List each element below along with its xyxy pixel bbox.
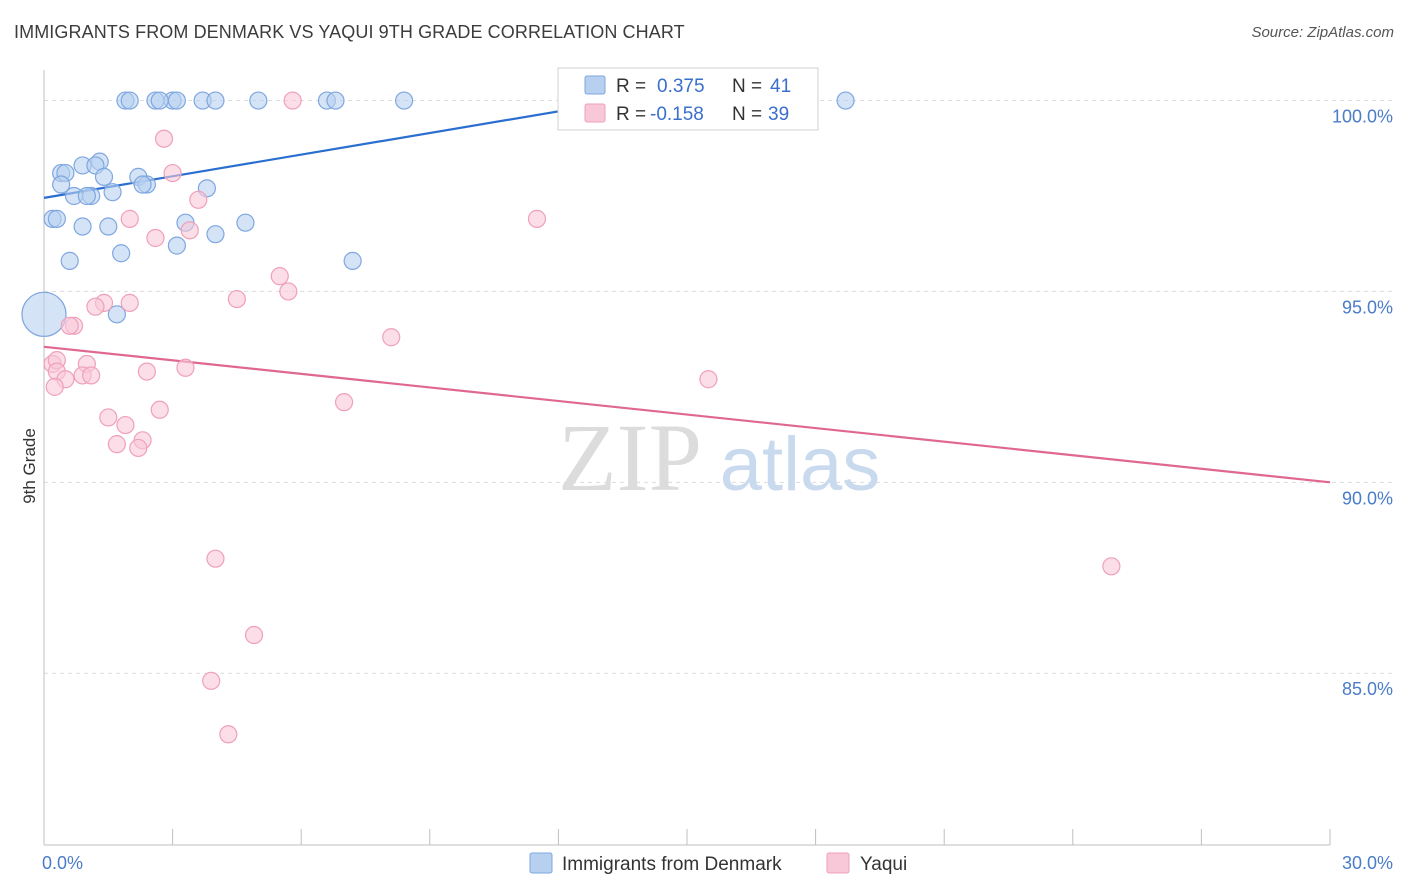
point-yaqui [163,163,182,183]
y-tick-label: 90.0% [1342,488,1393,508]
legend-swatch-denmark [584,75,606,95]
point-yaqui [137,362,156,381]
point-denmark [150,91,169,110]
point-yaqui [202,671,221,690]
point-yaqui [527,209,547,228]
point-yaqui [227,289,246,309]
point-denmark [47,209,66,228]
legend-r-label-denmark: R = [616,76,646,97]
axes: 100.0% 95.0% 90.0% 85.0% 0.0% 30.0% [42,70,1393,873]
point-yaqui [219,725,238,744]
point-yaqui [99,408,118,427]
y-tick-label: 85.0% [1342,679,1393,699]
legend-n-denmark: 41 [770,76,791,97]
point-denmark [236,213,255,232]
point-yaqui [283,91,302,110]
grid-lines [44,100,1395,674]
series-legend-swatch-denmark [529,852,553,874]
point-yaqui [279,282,298,301]
watermark: ZIP atlas [558,404,880,511]
point-yaqui [154,129,174,148]
point-denmark [326,91,345,110]
point-yaqui [1102,557,1121,576]
point-yaqui [82,366,101,385]
point-yaqui [270,267,289,286]
watermark-zip: ZIP [558,404,702,511]
point-denmark [167,236,186,255]
point-denmark [77,186,96,206]
legend-r-denmark: 0.375 [657,76,705,97]
point-denmark [133,175,152,194]
legend-n-yaqui: 39 [768,104,789,125]
point-denmark [206,225,225,244]
stats-legend: R = 0.375 N = 41 R = -0.158 N = 39 [557,67,819,131]
x-tick-label: 30.0% [1342,853,1393,873]
series-legend-denmark: Immigrants from Denmark [562,854,782,875]
point-denmark [73,217,92,236]
y-tick-label: 95.0% [1342,297,1393,317]
point-denmark [60,251,79,270]
y-axis-label: 9th Grade [20,428,39,504]
point-yaqui [206,549,225,568]
point-denmark [120,91,139,110]
series-legend-swatch-yaqui [826,852,850,874]
point-denmark [94,167,114,186]
point-denmark [21,291,67,337]
chart-title: IMMIGRANTS FROM DENMARK VS YAQUI 9TH GRA… [14,22,685,42]
legend-r-label-yaqui: R = [616,104,646,125]
point-yaqui [120,209,139,228]
point-yaqui [150,400,169,419]
point-yaqui [189,190,208,209]
trend-line-yaqui [43,345,1331,484]
point-yaqui [146,228,165,248]
legend-n-label-yaqui: N = [732,104,762,125]
trend-line-denmark [43,99,623,199]
legend-r-yaqui: -0.158 [650,104,704,125]
point-denmark [343,251,362,270]
point-denmark [206,91,225,110]
series-legend: Immigrants from Denmark Yaqui [529,852,907,875]
point-yaqui [129,438,148,458]
point-yaqui [45,377,64,396]
point-yaqui [107,435,126,454]
series-legend-yaqui: Yaqui [860,854,907,875]
watermark-atlas: atlas [720,422,881,507]
point-denmark [99,217,118,236]
point-yaqui [86,297,105,316]
y-tick-label: 100.0% [1332,107,1393,127]
point-yaqui [120,293,139,312]
point-yaqui [699,370,718,389]
data-points [21,91,1121,744]
point-denmark [112,244,131,263]
point-yaqui [60,316,79,335]
point-denmark [107,305,126,324]
point-yaqui [180,221,199,240]
point-denmark [167,91,186,110]
point-denmark [103,183,122,202]
point-yaqui [382,328,401,347]
point-yaqui [116,415,135,435]
legend-n-label-denmark: N = [732,76,762,97]
x-tick-label: 0.0% [42,853,83,873]
legend-swatch-yaqui [584,103,606,123]
point-denmark [249,91,268,110]
source-label: Source: ZipAtlas.com [1251,24,1394,41]
point-yaqui [176,358,195,377]
point-denmark [394,91,414,110]
point-yaqui [244,625,264,645]
point-denmark [52,175,71,194]
point-yaqui [334,393,354,412]
point-denmark [836,91,855,110]
